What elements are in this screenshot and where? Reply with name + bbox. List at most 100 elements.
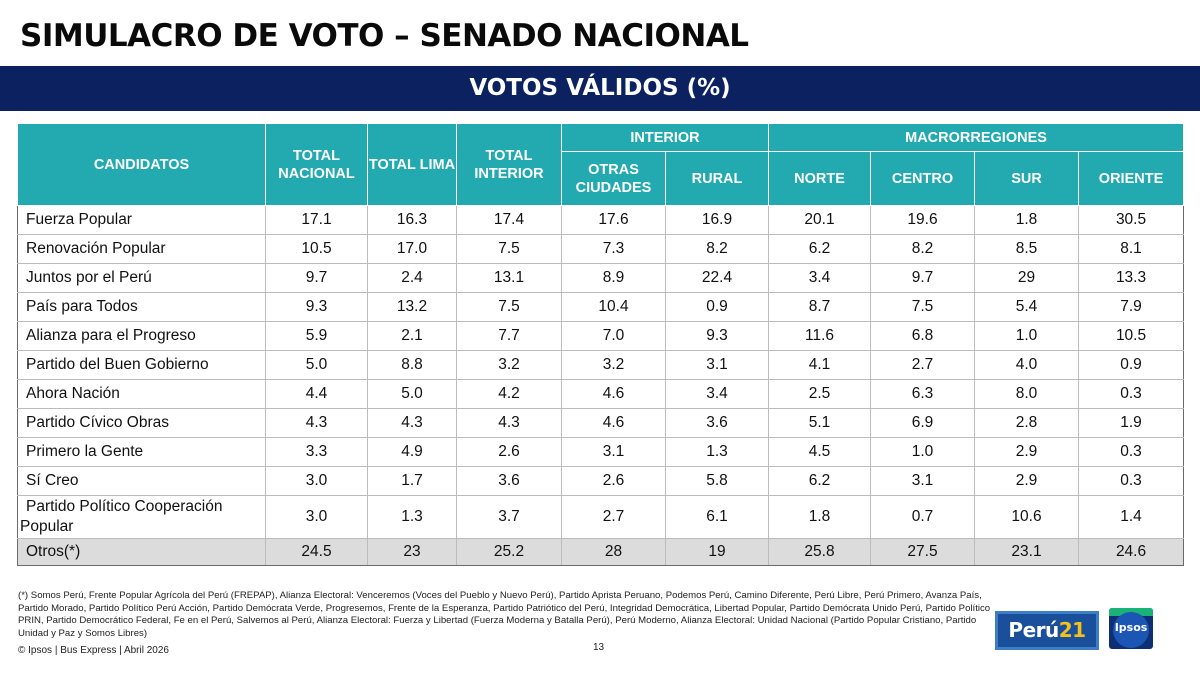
value-cell: 4.0 (974, 350, 1079, 380)
header-total-lima: TOTAL LIMA (367, 123, 457, 206)
value-cell: 1.4 (1077, 495, 1185, 539)
value-cell: 3.2 (456, 350, 562, 380)
value-cell: 1.3 (367, 495, 457, 539)
peru21-logo: Perú21 (995, 611, 1099, 650)
table-row: Otros(*) 24.5 23 25.2 28 19 25.8 27.5 23.1 24.6 (17, 538, 1185, 566)
table-header: CANDIDATOS TOTAL NACIONAL TOTAL LIMA TOT… (17, 123, 1185, 206)
peru21-logo-number: 21 (1058, 618, 1086, 642)
source-note: © Ipsos | Bus Express | Abril 2026 (18, 645, 169, 656)
table-row: Alianza para el Progreso 5.9 2.1 7.7 7.0 9.3 1… (17, 321, 1185, 351)
value-cell: 16.9 (665, 205, 769, 235)
value-cell: 0.7 (870, 495, 975, 539)
value-cell: 13.2 (367, 292, 457, 322)
value-cell: 2.6 (456, 437, 562, 467)
value-cell: 4.6 (561, 408, 666, 438)
value-cell: 2.1 (367, 321, 457, 351)
value-cell: 5.0 (367, 379, 457, 409)
value-cell: 6.3 (870, 379, 975, 409)
value-cell: 6.2 (768, 234, 871, 264)
value-cell: 4.3 (367, 408, 457, 438)
value-cell: 25.2 (456, 538, 562, 566)
table-row: Renovación Popular 10.5 17.0 7.5 7.3 8.2 6.2 8.… (17, 234, 1185, 264)
candidate-name: Otros(*) (17, 538, 266, 566)
value-cell: 6.2 (768, 466, 871, 496)
value-cell: 3.7 (456, 495, 562, 539)
page-number: 13 (593, 642, 605, 653)
value-cell: 1.8 (768, 495, 871, 539)
value-cell: 9.7 (265, 263, 368, 293)
subtitle-banner: VOTOS VÁLIDOS (%) (0, 66, 1200, 111)
value-cell: 5.0 (265, 350, 368, 380)
results-table: CANDIDATOS TOTAL NACIONAL TOTAL LIMA TOT… (17, 123, 1185, 566)
table-row: Primero la Gente 3.3 4.9 2.6 3.1 1.3 4.5 1.0 2.9… (17, 437, 1185, 467)
value-cell: 1.8 (974, 205, 1079, 235)
header-otras-ciudades: OTRAS CIUDADES (561, 151, 666, 206)
value-cell: 5.8 (665, 466, 769, 496)
value-cell: 4.1 (768, 350, 871, 380)
header-oriente: ORIENTE (1077, 151, 1185, 206)
value-cell: 23 (367, 538, 457, 566)
header-group-macrorregiones: MACRORREGIONES (767, 123, 1185, 152)
table-row: Partido Cívico Obras 4.3 4.3 4.3 4.6 3.6 5.1 6.… (17, 408, 1185, 438)
value-cell: 3.3 (265, 437, 368, 467)
candidate-name: Partido Político Cooperación Popular (17, 495, 266, 539)
value-cell: 17.4 (456, 205, 562, 235)
value-cell: 1.3 (665, 437, 769, 467)
value-cell: 4.3 (456, 408, 562, 438)
candidate-name: Primero la Gente (17, 437, 266, 467)
value-cell: 7.3 (561, 234, 666, 264)
value-cell: 22.4 (665, 263, 769, 293)
candidate-name: Sí Creo (17, 466, 266, 496)
table-row: Fuerza Popular 17.1 16.3 17.4 17.6 16.9 20.1 19… (17, 205, 1185, 235)
value-cell: 4.5 (768, 437, 871, 467)
value-cell: 9.7 (870, 263, 975, 293)
value-cell: 3.0 (265, 466, 368, 496)
value-cell: 10.5 (265, 234, 368, 264)
value-cell: 4.3 (265, 408, 368, 438)
value-cell: 3.2 (561, 350, 666, 380)
value-cell: 6.8 (870, 321, 975, 351)
value-cell: 8.5 (974, 234, 1079, 264)
value-cell: 6.9 (870, 408, 975, 438)
value-cell: 7.9 (1077, 292, 1185, 322)
value-cell: 7.5 (870, 292, 975, 322)
candidate-name: Juntos por el Perú (17, 263, 266, 293)
value-cell: 11.6 (768, 321, 871, 351)
value-cell: 20.1 (768, 205, 871, 235)
value-cell: 2.7 (870, 350, 975, 380)
candidate-name: Fuerza Popular (17, 205, 266, 235)
table-row: Sí Creo 3.0 1.7 3.6 2.6 5.8 6.2 3.1 2.9 0.3 (17, 466, 1185, 496)
table-row: Partido Político Cooperación Popular 3.0 1… (17, 495, 1185, 539)
ipsos-logo: Ipsos (1109, 608, 1153, 649)
value-cell: 7.5 (456, 292, 562, 322)
value-cell: 4.9 (367, 437, 457, 467)
ipsos-logo-circle (1113, 612, 1149, 648)
footnote: (*) Somos Perú, Frente Popular Agrícola … (18, 590, 991, 639)
header-candidatos: CANDIDATOS (17, 123, 266, 206)
value-cell: 2.6 (561, 466, 666, 496)
value-cell: 8.2 (870, 234, 975, 264)
value-cell: 3.1 (870, 466, 975, 496)
value-cell: 4.6 (561, 379, 666, 409)
value-cell: 2.4 (367, 263, 457, 293)
value-cell: 24.5 (265, 538, 368, 566)
table-body: Fuerza Popular 17.1 16.3 17.4 17.6 16.9 20.1 19… (17, 205, 1185, 566)
header-total-nacional: TOTAL NACIONAL (265, 123, 368, 206)
value-cell: 2.8 (974, 408, 1079, 438)
value-cell: 6.1 (665, 495, 769, 539)
value-cell: 4.4 (265, 379, 368, 409)
value-cell: 3.4 (665, 379, 769, 409)
value-cell: 25.8 (768, 538, 871, 566)
value-cell: 3.6 (665, 408, 769, 438)
value-cell: 8.9 (561, 263, 666, 293)
value-cell: 3.1 (561, 437, 666, 467)
value-cell: 30.5 (1077, 205, 1185, 235)
value-cell: 2.5 (768, 379, 871, 409)
value-cell: 1.0 (974, 321, 1079, 351)
peru21-logo-word: Perú (1008, 618, 1059, 642)
header-norte: NORTE (768, 151, 871, 206)
value-cell: 23.1 (974, 538, 1079, 566)
table-row: Partido del Buen Gobierno 5.0 8.8 3.2 3.2 3.1… (17, 350, 1185, 380)
table-row: Ahora Nación 4.4 5.0 4.2 4.6 3.4 2.5 6.3 8.0 0.3 (17, 379, 1185, 409)
value-cell: 10.4 (561, 292, 666, 322)
